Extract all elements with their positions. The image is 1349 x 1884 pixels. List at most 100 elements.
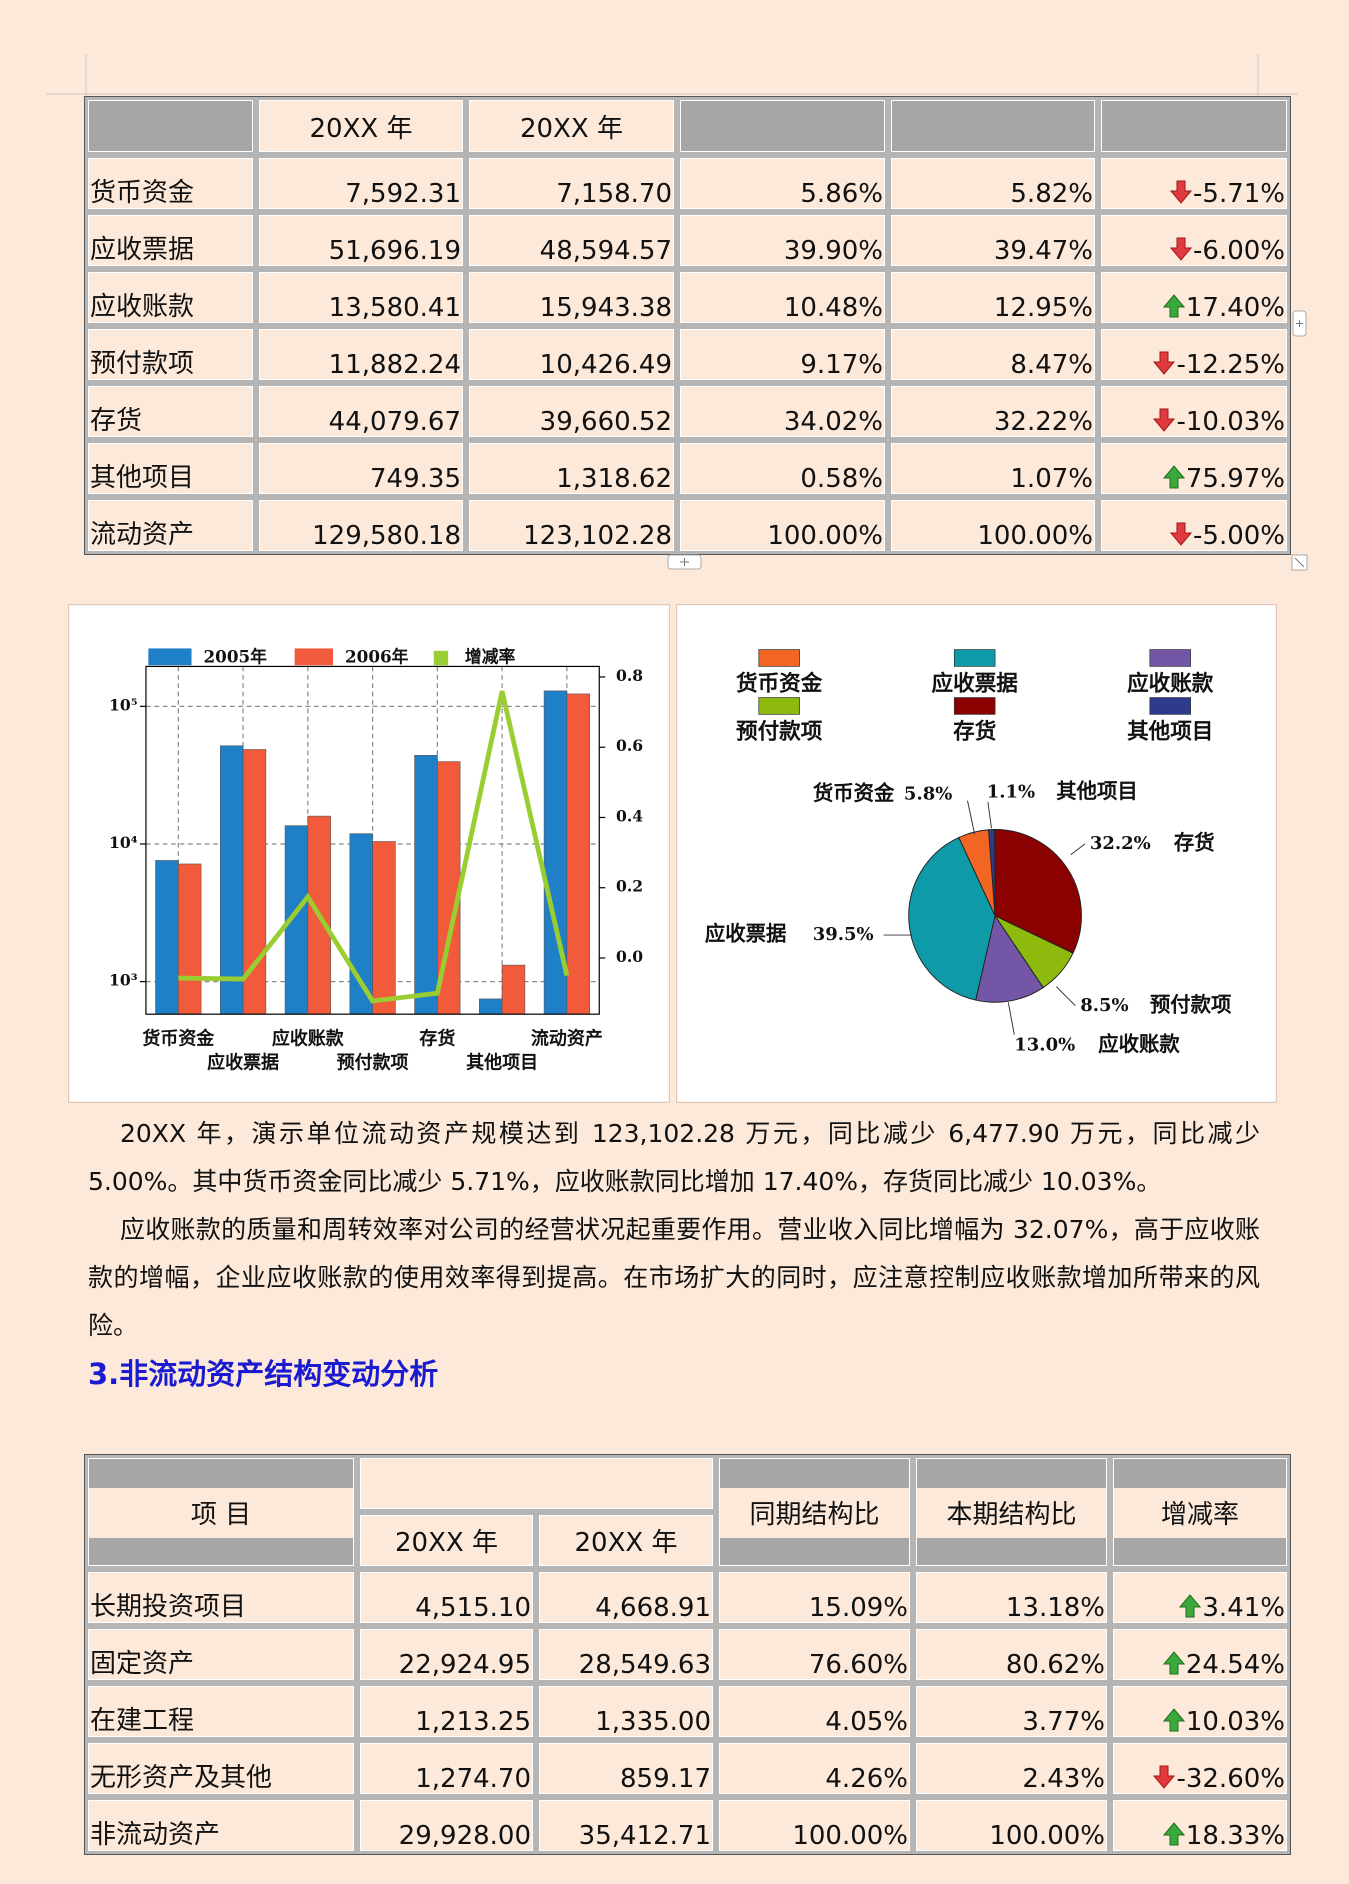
arrow-down — [1170, 180, 1193, 204]
slice-value: 32.2% — [1090, 833, 1151, 854]
table-row: 存货 44,079.67 39,660.52 34.02% 32.22% -10.03% — [85, 383, 1290, 440]
table-cell: 5.86% — [677, 155, 888, 212]
bar — [372, 841, 396, 1015]
table-cell: 9.17% — [677, 326, 888, 383]
table-cell: 1,274.70 — [357, 1740, 536, 1797]
table-resize[interactable] — [1291, 554, 1309, 572]
arrow-shape — [1153, 1765, 1176, 1789]
slice-name: 其他项目 — [1056, 779, 1138, 803]
table-cell: -5.00% — [1098, 497, 1290, 554]
arrow-down — [1153, 1765, 1176, 1789]
table-cell: 17.40% — [1098, 269, 1290, 326]
arrow-down — [1170, 237, 1193, 261]
table-row: 应收票据 51,696.19 48,594.57 39.90% 39.47% -6.00% — [85, 212, 1290, 269]
legend-label: 货币资金 — [736, 670, 823, 696]
slice-value: 13.0% — [1014, 1034, 1075, 1055]
legend-label: 2005年 — [204, 647, 268, 667]
table-cell: 39,660.52 — [466, 383, 677, 440]
change-rate: 10.03% — [1185, 1707, 1285, 1737]
table-cell: 0.58% — [677, 440, 888, 497]
change-rate: 17.40% — [1185, 293, 1285, 323]
legend-swatch — [953, 649, 996, 667]
arrow-shape — [1170, 180, 1193, 204]
header-cell: 20XX 年 — [357, 1512, 536, 1569]
bar — [219, 745, 244, 1015]
table-row: 预付款项 11,882.24 10,426.49 9.17% 8.47% -12.25% — [85, 326, 1290, 383]
change-rate: 24.54% — [1185, 1650, 1285, 1680]
table-row: 非流动资产 29,928.00 35,412.71 100.00% 100.00% 18.… — [85, 1797, 1290, 1854]
table-cell: 4.05% — [716, 1683, 913, 1740]
header-cell: 项 目 — [85, 1455, 357, 1569]
arrow-up — [1162, 1651, 1185, 1675]
table-cell: 100.00% — [888, 497, 1098, 554]
slice-value: 1.1% — [987, 781, 1035, 802]
change-rate: -10.03% — [1176, 407, 1285, 437]
y-tick-label: 10³ — [109, 971, 138, 990]
x-tick-label: 预付款项 — [337, 1051, 409, 1073]
leader-line — [1007, 1002, 1015, 1035]
arrow-shape — [1170, 237, 1193, 261]
table-cell: 100.00% — [716, 1797, 913, 1854]
slice-value: 8.5% — [1080, 995, 1128, 1016]
table-cell: 34.02% — [677, 383, 888, 440]
table-cell: 100.00% — [677, 497, 888, 554]
slice-name: 应收账款 — [1098, 1032, 1180, 1056]
table-cell: 859.17 — [536, 1740, 716, 1797]
change-rate: 3.41% — [1202, 1593, 1285, 1623]
header-cell: 增减率 — [1110, 1455, 1290, 1569]
arrow-up — [1179, 1594, 1202, 1618]
table-cell: 51,696.19 — [256, 212, 466, 269]
header-row: 20XX 年 20XX 年 — [85, 1512, 1290, 1569]
y2-tick-label: 0.0 — [616, 947, 643, 966]
table-cell: 39.47% — [888, 212, 1098, 269]
header-row: 项 目 同期结构比 本期结构比 增减率 — [85, 1455, 1290, 1569]
table-cell: 1,213.25 — [357, 1683, 536, 1740]
bar — [414, 755, 438, 1015]
table-handle[interactable] — [1292, 310, 1308, 338]
table-cell: 48,594.57 — [466, 212, 677, 269]
table-cell: 18.33% — [1110, 1797, 1290, 1854]
leader-line — [967, 800, 976, 835]
arrow-down — [1153, 351, 1176, 375]
paragraph: 20XX 年，演示单位流动资产规模达到 123,102.28 万元，同比减少 6… — [88, 1119, 1260, 1196]
table-cell: 39.90% — [677, 212, 888, 269]
table-cell: 10,426.49 — [466, 326, 677, 383]
table-cell: 1.07% — [888, 440, 1098, 497]
table-row: 应收账款 13,580.41 15,943.38 10.48% 12.95% 17.40% — [85, 269, 1290, 326]
table-cell: 7,158.70 — [466, 155, 677, 212]
table-cell: 5.82% — [888, 155, 1098, 212]
table-cell: 1,318.62 — [466, 440, 677, 497]
legend-swatch — [1149, 649, 1191, 667]
table-cell: 75.97% — [1098, 440, 1290, 497]
header-row: 20XX 年 20XX 年 — [85, 97, 1290, 155]
legend-swatch — [294, 648, 334, 666]
change-rate: -6.00% — [1193, 236, 1285, 266]
table-cell: 10.03% — [1110, 1683, 1290, 1740]
table-cell: 4,668.91 — [536, 1569, 716, 1626]
table-cell: 1,335.00 — [536, 1683, 716, 1740]
legend-label: 增减率 — [465, 647, 516, 667]
table-cell: 15.09% — [716, 1569, 913, 1626]
slice-name: 预付款项 — [1150, 992, 1232, 1016]
x-tick-label: 存货 — [419, 1027, 455, 1049]
leader-line — [987, 801, 992, 829]
noncurrent-assets-table: 项 目同期结构比 本期结构比 增减率 20XX 年 20XX 年长期投资项目 4,515.… — [84, 1454, 1291, 1855]
table-cell: 存货 — [85, 383, 256, 440]
table-row: 流动资产 129,580.18 123,102.28 100.00% 100.00% -5… — [85, 497, 1290, 554]
table-cell: -6.00% — [1098, 212, 1290, 269]
table-cell: 3.77% — [913, 1683, 1110, 1740]
table-cell: 其他项目 — [85, 440, 256, 497]
table-cell: -32.60% — [1110, 1740, 1290, 1797]
x-tick-label: 应收账款 — [272, 1027, 345, 1049]
table-cell: 13,580.41 — [256, 269, 466, 326]
table-cell: 无形资产及其他 — [85, 1740, 357, 1797]
table-cell: 12.95% — [888, 269, 1098, 326]
table-row: 固定资产 22,924.95 28,549.63 76.60% 80.62% 24.54% — [85, 1626, 1290, 1683]
y-tick-label: 10⁵ — [109, 695, 138, 714]
leader-line — [1055, 986, 1076, 1007]
arrow-shape — [1162, 1822, 1185, 1846]
legend-swatch — [953, 697, 996, 715]
bar — [566, 693, 590, 1015]
table-handle[interactable] — [667, 554, 703, 572]
